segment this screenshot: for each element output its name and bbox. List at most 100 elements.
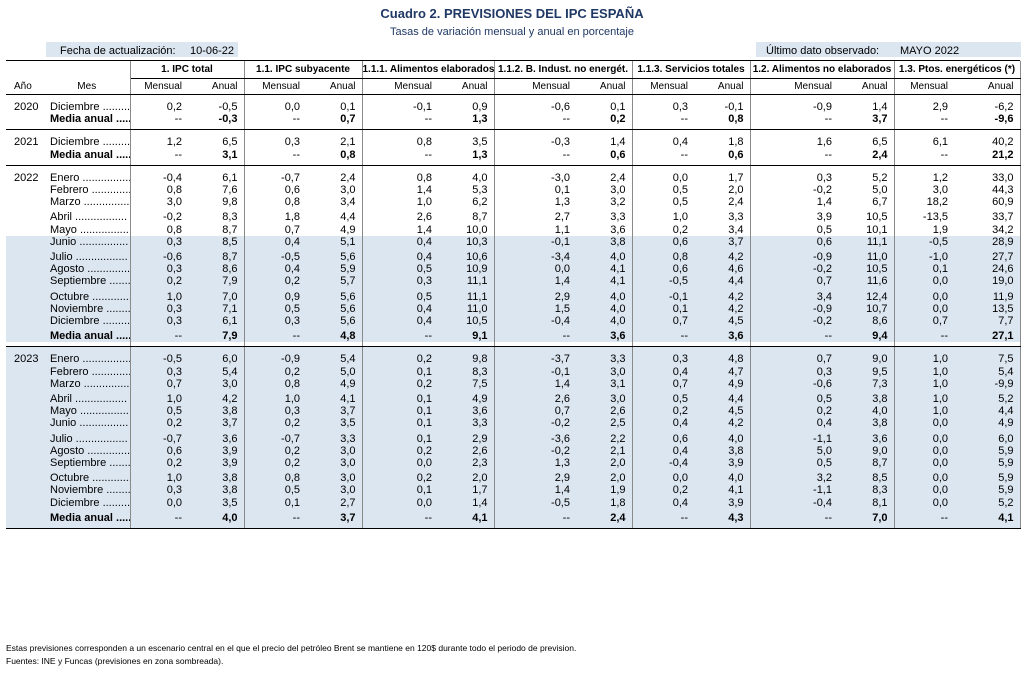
mensual-value: 0,6 xyxy=(130,444,188,458)
anual-value: 3,3 xyxy=(306,432,363,445)
mensual-value: 0,8 xyxy=(244,472,306,485)
anual-value: 9,5 xyxy=(838,365,895,378)
anual-value: 6,5 xyxy=(188,136,245,149)
mensual-value: -0,1 xyxy=(494,365,576,378)
mensual-value: 1,0 xyxy=(894,365,954,378)
mensual-value: -3,4 xyxy=(494,251,576,264)
mensual-value: 0,6 xyxy=(632,235,694,249)
mensual-value: 0,2 xyxy=(632,484,694,497)
anual-value: 5,4 xyxy=(188,365,245,378)
anual-value: 5,7 xyxy=(306,275,363,288)
month-row: Septiembre ........ 0,2 7,9 0,2 5,7 0,3 11,1 1,… xyxy=(6,275,1021,288)
gap-row xyxy=(6,390,1021,394)
mensual-value: 3,2 xyxy=(750,472,838,485)
anual-value: 9,0 xyxy=(838,353,895,366)
anual-value: 3,0 xyxy=(576,365,633,378)
anual-value: 6,2 xyxy=(438,196,495,209)
anual-header: Anual xyxy=(838,78,895,95)
anual-value: 0,6 xyxy=(694,148,751,161)
mensual-value: 0,1 xyxy=(244,496,306,509)
month-cell: Agosto .............. xyxy=(46,263,131,276)
mensual-value: -- xyxy=(362,511,438,525)
month-row: Octubre ............. 1,0 7,0 0,9 5,6 0,5 11,1… xyxy=(6,290,1021,303)
anual-header: Anual xyxy=(306,78,363,95)
year-cell xyxy=(6,196,46,208)
mensual-value: -0,4 xyxy=(750,496,838,509)
mensual-value: -0,9 xyxy=(813,101,832,113)
anual-value: 2,6 xyxy=(438,444,495,458)
anual-value: 27,1 xyxy=(954,330,1021,343)
anual-value: 40,2 xyxy=(954,136,1021,149)
anual-value: 3,3 xyxy=(576,353,633,366)
month-cell: Marzo ............... xyxy=(46,196,131,209)
anual-value: 5,2 xyxy=(954,496,1021,509)
mensual-value: 0,4 xyxy=(362,235,438,249)
anual-value: 3,1 xyxy=(576,377,633,391)
month-row: 2023 Enero ................ -0,5 6,0 -0,9 5,4… xyxy=(6,353,1021,366)
mensual-value: 0,0 xyxy=(894,484,954,497)
mensual-value: 0,2 xyxy=(130,275,188,288)
mensual-value: -- xyxy=(562,148,570,161)
anual-value: 7,9 xyxy=(188,275,245,288)
mensual-value: 3,0 xyxy=(166,196,182,209)
year-cell xyxy=(6,302,46,316)
anual-value: 4,9 xyxy=(438,393,495,406)
month-cell: Mayo ................ xyxy=(46,223,131,236)
mensual-value: -0,9 xyxy=(750,251,838,264)
media-anual-row: Media anual ..... -- 3,1 -- 0,8 -- 1,3 -- 0,6 -- 0… xyxy=(6,148,1021,161)
mensual-value: 0,8 xyxy=(284,196,300,209)
mensual-value: 0,3 xyxy=(130,263,188,276)
anual-value: 1,4 xyxy=(838,101,895,114)
mensual-value: 0,5 xyxy=(672,184,688,197)
anual-value: -6,2 xyxy=(954,101,1021,114)
mensual-value: 0,3 xyxy=(130,302,188,316)
mensual-value: 0,1 xyxy=(362,432,438,445)
mensual-header: Mensual xyxy=(494,78,576,95)
month-cell: Abril ................. xyxy=(46,393,131,406)
mensual-value: 0,8 xyxy=(244,377,306,391)
month-cell: Febrero ............. xyxy=(46,365,131,378)
month-cell: Octubre ............. xyxy=(46,472,131,485)
group-header: 1. IPC total xyxy=(130,61,245,79)
anual-value: 4,2 xyxy=(694,251,751,264)
mensual-value: -1,1 xyxy=(750,432,838,445)
group-header: 1.1.1. Alimentos elaborados xyxy=(362,61,495,79)
anual-value: 11,1 xyxy=(438,290,495,303)
mensual-value: 1,0 xyxy=(130,393,188,406)
anual-value: 8,7 xyxy=(438,211,495,224)
anual-value: 3,5 xyxy=(438,136,495,149)
anual-value: 4,4 xyxy=(694,275,751,288)
mensual-value: 0,2 xyxy=(244,365,306,378)
anual-value: 11,0 xyxy=(838,251,895,264)
anual-header: Anual xyxy=(694,78,751,95)
mensual-value: -0,7 xyxy=(130,432,188,445)
anual-value: 10,9 xyxy=(438,263,495,276)
anual-value: 4,0 xyxy=(576,251,633,264)
year-cell xyxy=(6,275,46,288)
mensual-value: -- xyxy=(424,148,432,161)
mensual-value: 1,9 xyxy=(932,223,948,236)
anual-value: 4,2 xyxy=(694,302,751,316)
mensual-value: 1,4 xyxy=(416,184,432,197)
mensual-value: 0,4 xyxy=(750,417,838,430)
mensual-value: 0,1 xyxy=(362,365,438,378)
month-cell: Febrero ............. xyxy=(46,184,131,197)
month-cell: Enero ................ xyxy=(46,353,131,366)
mensual-value: -- xyxy=(824,148,832,161)
month-cell: Agosto .............. xyxy=(46,444,131,458)
month-cell: Diciembre ......... xyxy=(46,496,131,509)
month-cell: Enero ................ xyxy=(46,171,131,185)
anual-value: 5,2 xyxy=(838,171,895,185)
anual-value: 6,1 xyxy=(188,315,245,328)
mensual-value: 2,9 xyxy=(494,472,576,485)
mensual-value: 18,2 xyxy=(926,196,948,209)
month-row: Abril ................. -0,2 8,3 1,8 4,4 2,6 8… xyxy=(6,211,1021,224)
year-cell xyxy=(6,417,46,430)
month-cell: Mayo ................ xyxy=(46,405,131,418)
mensual-value: 0,7 xyxy=(494,405,576,418)
mensual-value: -0,5 xyxy=(632,275,694,288)
year-cell xyxy=(6,365,46,378)
mensual-value: 1,4 xyxy=(816,196,832,209)
gap-row xyxy=(6,429,1021,433)
mensual-value: -0,6 xyxy=(750,377,838,391)
